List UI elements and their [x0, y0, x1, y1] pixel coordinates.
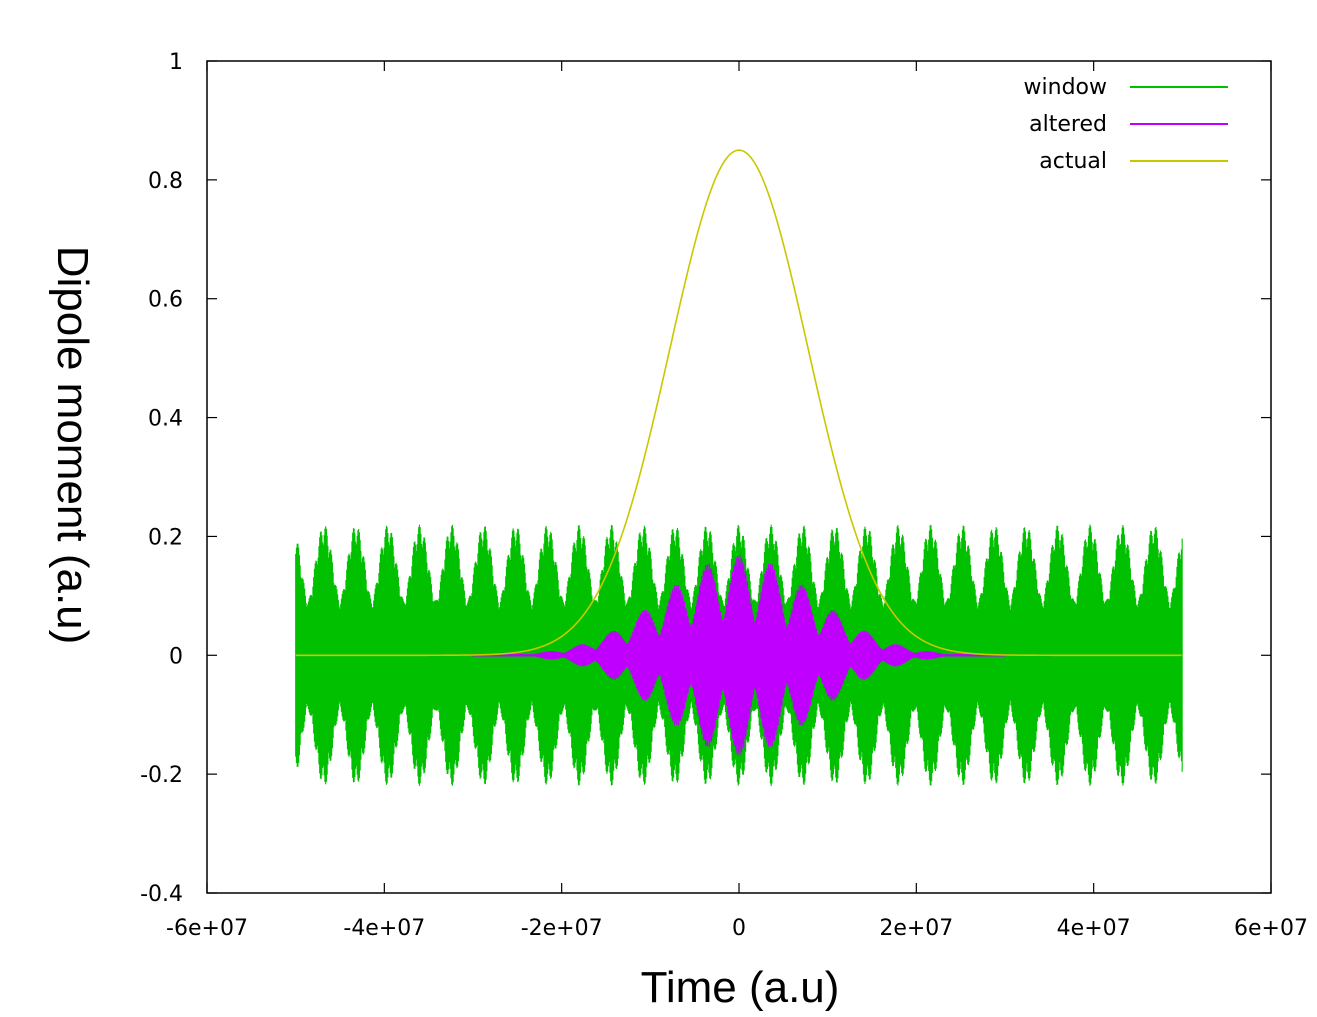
y-tick-label: 0.6 — [148, 288, 183, 313]
series-actual-line — [295, 149, 1182, 657]
y-tick-label: -0.4 — [140, 882, 183, 907]
y-tick-label: 0.4 — [148, 407, 183, 432]
y-axis-title: Dipole moment (a.u) — [48, 246, 97, 645]
x-tick-label: -6e+07 — [166, 916, 248, 941]
x-tick-label: -2e+07 — [521, 916, 603, 941]
y-tick-label: 0.8 — [148, 169, 183, 194]
labels-layer: -6e+07 -4e+07 -2e+07 0 2e+07 4e+07 6e+07 -0.4 -0… — [140, 50, 1308, 941]
ticks-layer — [206, 60, 1272, 894]
x-tick-label: 0 — [732, 916, 746, 941]
x-axis-title: Time (a.u) — [641, 963, 840, 1012]
y-tick-label: 0.2 — [148, 525, 183, 550]
x-tick-label: 4e+07 — [1057, 916, 1131, 941]
legend-label: window — [1024, 75, 1107, 100]
x-tick-label: 2e+07 — [879, 916, 953, 941]
y-tick-label: 0 — [169, 644, 183, 669]
y-tick-label: -0.2 — [140, 763, 183, 788]
series-layer — [295, 149, 1183, 786]
x-tick-label: -4e+07 — [343, 916, 425, 941]
x-tick-label: 6e+07 — [1234, 916, 1308, 941]
legend-label: actual — [1039, 149, 1107, 174]
y-tick-label: 1 — [169, 50, 183, 75]
legend-label: altered — [1029, 112, 1107, 137]
legend: window altered actual — [1024, 75, 1228, 174]
